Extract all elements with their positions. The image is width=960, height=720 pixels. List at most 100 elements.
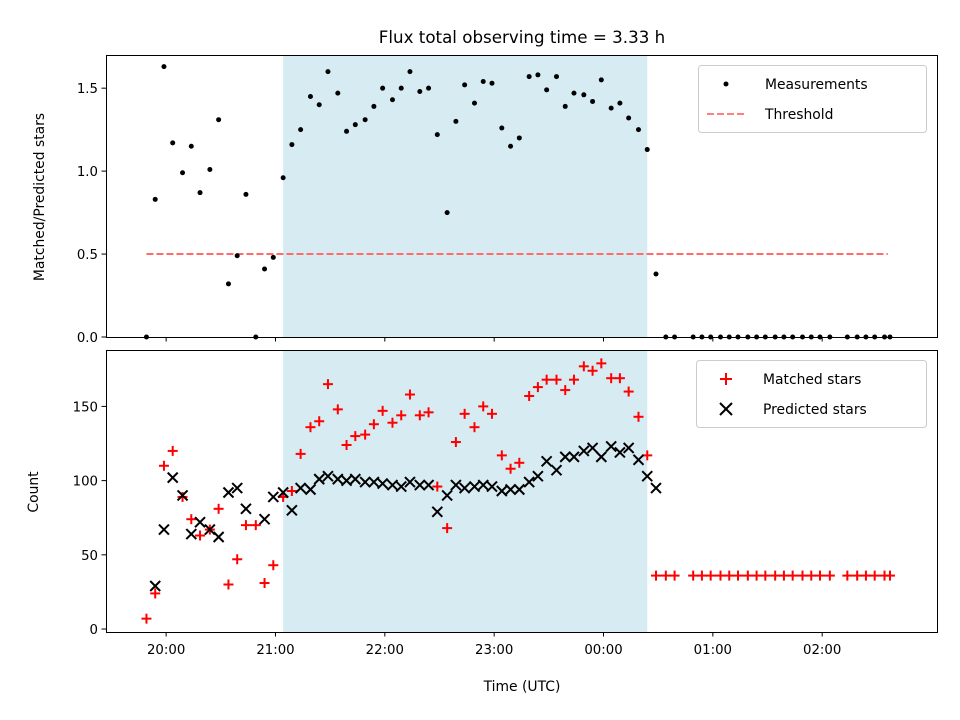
predicted-stars-point xyxy=(349,473,362,485)
predicted-stars-point xyxy=(176,489,189,502)
predicted-stars-point xyxy=(185,528,197,540)
predicted-stars-point xyxy=(212,531,225,543)
predicted-stars-point xyxy=(414,479,426,491)
matched-stars-point xyxy=(787,570,798,581)
x-tick-label: 21:00 xyxy=(256,643,294,658)
predicted-stars-point xyxy=(166,471,179,484)
matched-stars-point xyxy=(715,570,726,581)
matched-stars-point xyxy=(305,422,316,433)
matched-stars-point xyxy=(815,570,826,581)
predicted-stars-point xyxy=(650,482,662,494)
predicted-stars-point xyxy=(595,451,608,463)
measurements-point xyxy=(598,77,604,83)
predicted-stars-point xyxy=(267,491,280,503)
matched-stars-point xyxy=(232,554,243,565)
measurements-point xyxy=(508,143,514,149)
matched-stars-point xyxy=(177,491,188,502)
matched-stars-point xyxy=(469,422,480,433)
top-legend: Measurements Threshold xyxy=(698,65,927,133)
predicted-stars-point xyxy=(586,442,599,454)
predicted-stars-point xyxy=(277,486,289,499)
matched-stars-point xyxy=(696,570,707,581)
matched-stars-point xyxy=(322,379,333,390)
predicted-stars-point xyxy=(504,483,517,496)
predicted-stars-point xyxy=(450,479,462,491)
predicted-stars-point xyxy=(395,480,407,493)
predicted-stars-point xyxy=(158,523,170,536)
predicted-stars-point xyxy=(550,464,563,476)
measurements-point xyxy=(571,90,577,96)
matched-stars-point xyxy=(450,437,461,448)
matched-stars-point xyxy=(141,613,152,624)
predicted-stars-point xyxy=(194,516,206,528)
bottom-y-axis-label: Count xyxy=(26,471,42,513)
bottom-legend: Matched stars Predicted stars xyxy=(696,360,927,428)
matched-stars-point xyxy=(442,523,453,534)
matched-stars-point xyxy=(578,361,589,372)
matched-stars-point xyxy=(724,570,735,581)
measurements-point xyxy=(581,92,587,98)
measurements-point xyxy=(325,69,331,75)
legend-label-threshold: Threshold xyxy=(764,107,833,123)
matched-stars-point xyxy=(259,578,270,589)
measurements-point xyxy=(653,271,659,277)
measurements-point xyxy=(608,105,614,111)
matched-stars-point xyxy=(884,570,895,581)
matched-stars-point xyxy=(860,570,871,581)
matched-stars-point xyxy=(350,431,361,442)
measurements-point xyxy=(152,196,158,202)
bottom-shaded-region xyxy=(283,350,648,632)
measurements-point xyxy=(453,118,459,124)
matched-stars-point xyxy=(669,570,680,581)
measurements-point xyxy=(489,80,495,86)
predicted-stars-point xyxy=(568,451,580,463)
matched-stars-point xyxy=(478,401,489,412)
measurements-point xyxy=(417,88,423,94)
measurements-point xyxy=(234,253,240,259)
matched-stars-point xyxy=(623,386,634,397)
y-tick-label: 100 xyxy=(73,475,98,490)
measurements-point xyxy=(280,175,286,181)
predicted-stars-point xyxy=(641,470,653,482)
matched-stars-point xyxy=(532,382,543,393)
legend-marker-measurements xyxy=(723,81,729,87)
measurements-point xyxy=(462,82,468,88)
measurements-point xyxy=(225,281,231,287)
y-tick-label: 0 xyxy=(90,623,98,638)
measurements-point xyxy=(444,210,450,216)
matched-stars-point xyxy=(614,373,625,384)
matched-stars-point xyxy=(688,570,699,581)
predicted-stars-point xyxy=(359,476,371,488)
matched-stars-point xyxy=(195,530,206,541)
measurements-point xyxy=(499,125,505,131)
matched-stars-point xyxy=(341,439,352,450)
measurements-point xyxy=(216,117,222,123)
predicted-stars-point xyxy=(523,476,535,488)
predicted-stars-point xyxy=(559,451,571,463)
bottom-axes-frame xyxy=(106,350,938,633)
measurements-point xyxy=(626,115,632,121)
top-panel: 0.0 0.5 1.0 1.5 Matched/Predicted stars Mea… xyxy=(32,55,938,346)
measurements-point xyxy=(188,143,194,149)
measurements-point xyxy=(243,191,249,197)
predicted-stars-point xyxy=(486,480,498,493)
top-legend-box xyxy=(698,65,927,133)
measurements-point xyxy=(180,170,186,176)
measurements-point xyxy=(617,100,623,106)
matched-stars-point xyxy=(541,374,552,385)
matched-stars-point xyxy=(459,408,470,419)
matched-stars-point xyxy=(496,450,507,461)
predicted-stars-point xyxy=(340,474,353,487)
matched-stars-point xyxy=(240,520,251,531)
matched-stars-point xyxy=(705,570,716,581)
predicted-stars-point xyxy=(477,479,489,491)
measurements-point xyxy=(316,102,322,108)
predicted-stars-point xyxy=(313,473,325,485)
legend-label-matched-stars: Matched stars xyxy=(763,372,861,388)
y-tick-label: 150 xyxy=(73,400,98,415)
x-tick-label: 23:00 xyxy=(475,643,513,658)
matched-stars-point xyxy=(587,365,598,376)
measurements-point xyxy=(371,103,377,109)
predicted-stars-point xyxy=(222,486,235,499)
measurements-point xyxy=(270,254,276,260)
